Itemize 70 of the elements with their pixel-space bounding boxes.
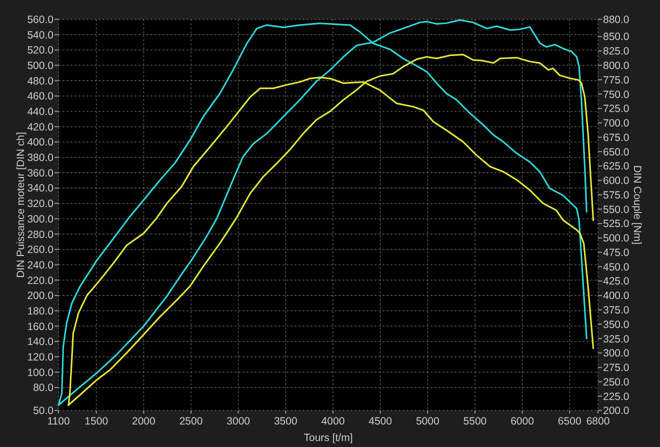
x-tick-label: 4000: [321, 416, 345, 428]
y2-tick-label: 225.0: [603, 390, 630, 403]
y-tick-label: 420.0: [27, 121, 54, 134]
x-tick-label: 6500: [558, 416, 582, 428]
y2-tick-label: 850.0: [603, 31, 630, 44]
y2-tick-label: 625.0: [603, 160, 630, 173]
y-tick-label: 140.0: [27, 336, 54, 348]
x-tick-label: 6800: [586, 416, 610, 428]
y2-tick-label: 880.0: [603, 14, 630, 26]
y-tick-label: 400.0: [27, 136, 54, 149]
x-tick-label: 5500: [463, 416, 487, 428]
y-tick-label: 220.0: [27, 274, 54, 287]
y-tick-label: 100.0: [27, 366, 54, 379]
y2-tick-label: 575.0: [603, 189, 630, 202]
y-tick-label: 160.0: [27, 320, 54, 333]
x-tick-label: 2000: [132, 416, 156, 428]
x-tick-label: 6000: [510, 416, 534, 428]
y2-tick-label: 600.0: [603, 175, 630, 188]
y2-tick-label: 775.0: [603, 74, 630, 86]
y2-tick-label: 800.0: [603, 60, 630, 72]
y-tick-label: 200.0: [27, 290, 54, 302]
y-tick-label: 180.0: [27, 305, 54, 318]
x-tick-label: 4500: [368, 416, 392, 428]
y2-tick-label: 475.0: [603, 246, 630, 259]
x-tick-label: 1500: [84, 416, 108, 428]
y2-tick-label: 375.0: [603, 304, 630, 316]
y2-tick-label: 275.0: [603, 362, 630, 374]
y-tick-label: 300.0: [27, 213, 54, 226]
y2-tick-label: 525.0: [603, 218, 630, 230]
y-tick-label: 280.0: [27, 228, 54, 241]
y2-axis-title: DIN Couple [Nm]: [631, 165, 643, 245]
y-tick-label: 340.0: [27, 182, 54, 195]
y2-tick-label: 725.0: [603, 103, 630, 116]
x-tick-label: 1100: [47, 416, 70, 428]
x-tick-label: 2500: [179, 416, 203, 428]
y-tick-label: 520.0: [27, 44, 54, 57]
y2-tick-label: 650.0: [603, 146, 630, 158]
y-tick-label: 540.0: [27, 29, 54, 42]
y-tick-label: 440.0: [27, 106, 54, 118]
y2-tick-label: 750.0: [603, 88, 630, 101]
y-tick-label: 360.0: [27, 167, 54, 180]
y2-tick-label: 200.0: [603, 405, 630, 418]
y-tick-label: 80.0: [33, 382, 54, 394]
y2-tick-label: 450.0: [603, 261, 630, 274]
y2-tick-label: 350.0: [603, 318, 630, 331]
y-tick-label: 320.0: [27, 198, 54, 210]
y2-tick-label: 825.0: [603, 46, 630, 58]
y2-tick-label: 300.0: [603, 348, 630, 360]
y-tick-label: 480.0: [27, 75, 54, 88]
y-tick-label: 460.0: [27, 90, 54, 103]
y2-tick-label: 550.0: [603, 204, 630, 216]
y-tick-label: 260.0: [27, 244, 54, 256]
x-tick-label: 3000: [226, 416, 250, 428]
y2-tick-label: 425.0: [603, 276, 630, 288]
y-tick-label: 560.0: [27, 14, 54, 26]
y-axis-title: DIN Puissance moteur [DIN ch]: [15, 132, 27, 278]
x-tick-label: 5000: [416, 416, 440, 428]
y-tick-label: 380.0: [27, 152, 54, 164]
y-tick-label: 120.0: [27, 351, 54, 364]
y2-tick-label: 400.0: [603, 290, 630, 302]
y2-tick-label: 700.0: [603, 118, 630, 130]
y-tick-label: 240.0: [27, 259, 54, 272]
y2-tick-label: 500.0: [603, 232, 630, 245]
y-tick-label: 500.0: [27, 60, 54, 72]
y-tick-label: 50.0: [33, 405, 54, 418]
x-axis-title: Tours [t/m]: [304, 432, 353, 444]
y2-tick-label: 250.0: [603, 376, 630, 388]
y2-tick-label: 325.0: [603, 333, 630, 346]
x-tick-label: 3500: [274, 416, 298, 428]
y2-tick-label: 675.0: [603, 132, 630, 144]
